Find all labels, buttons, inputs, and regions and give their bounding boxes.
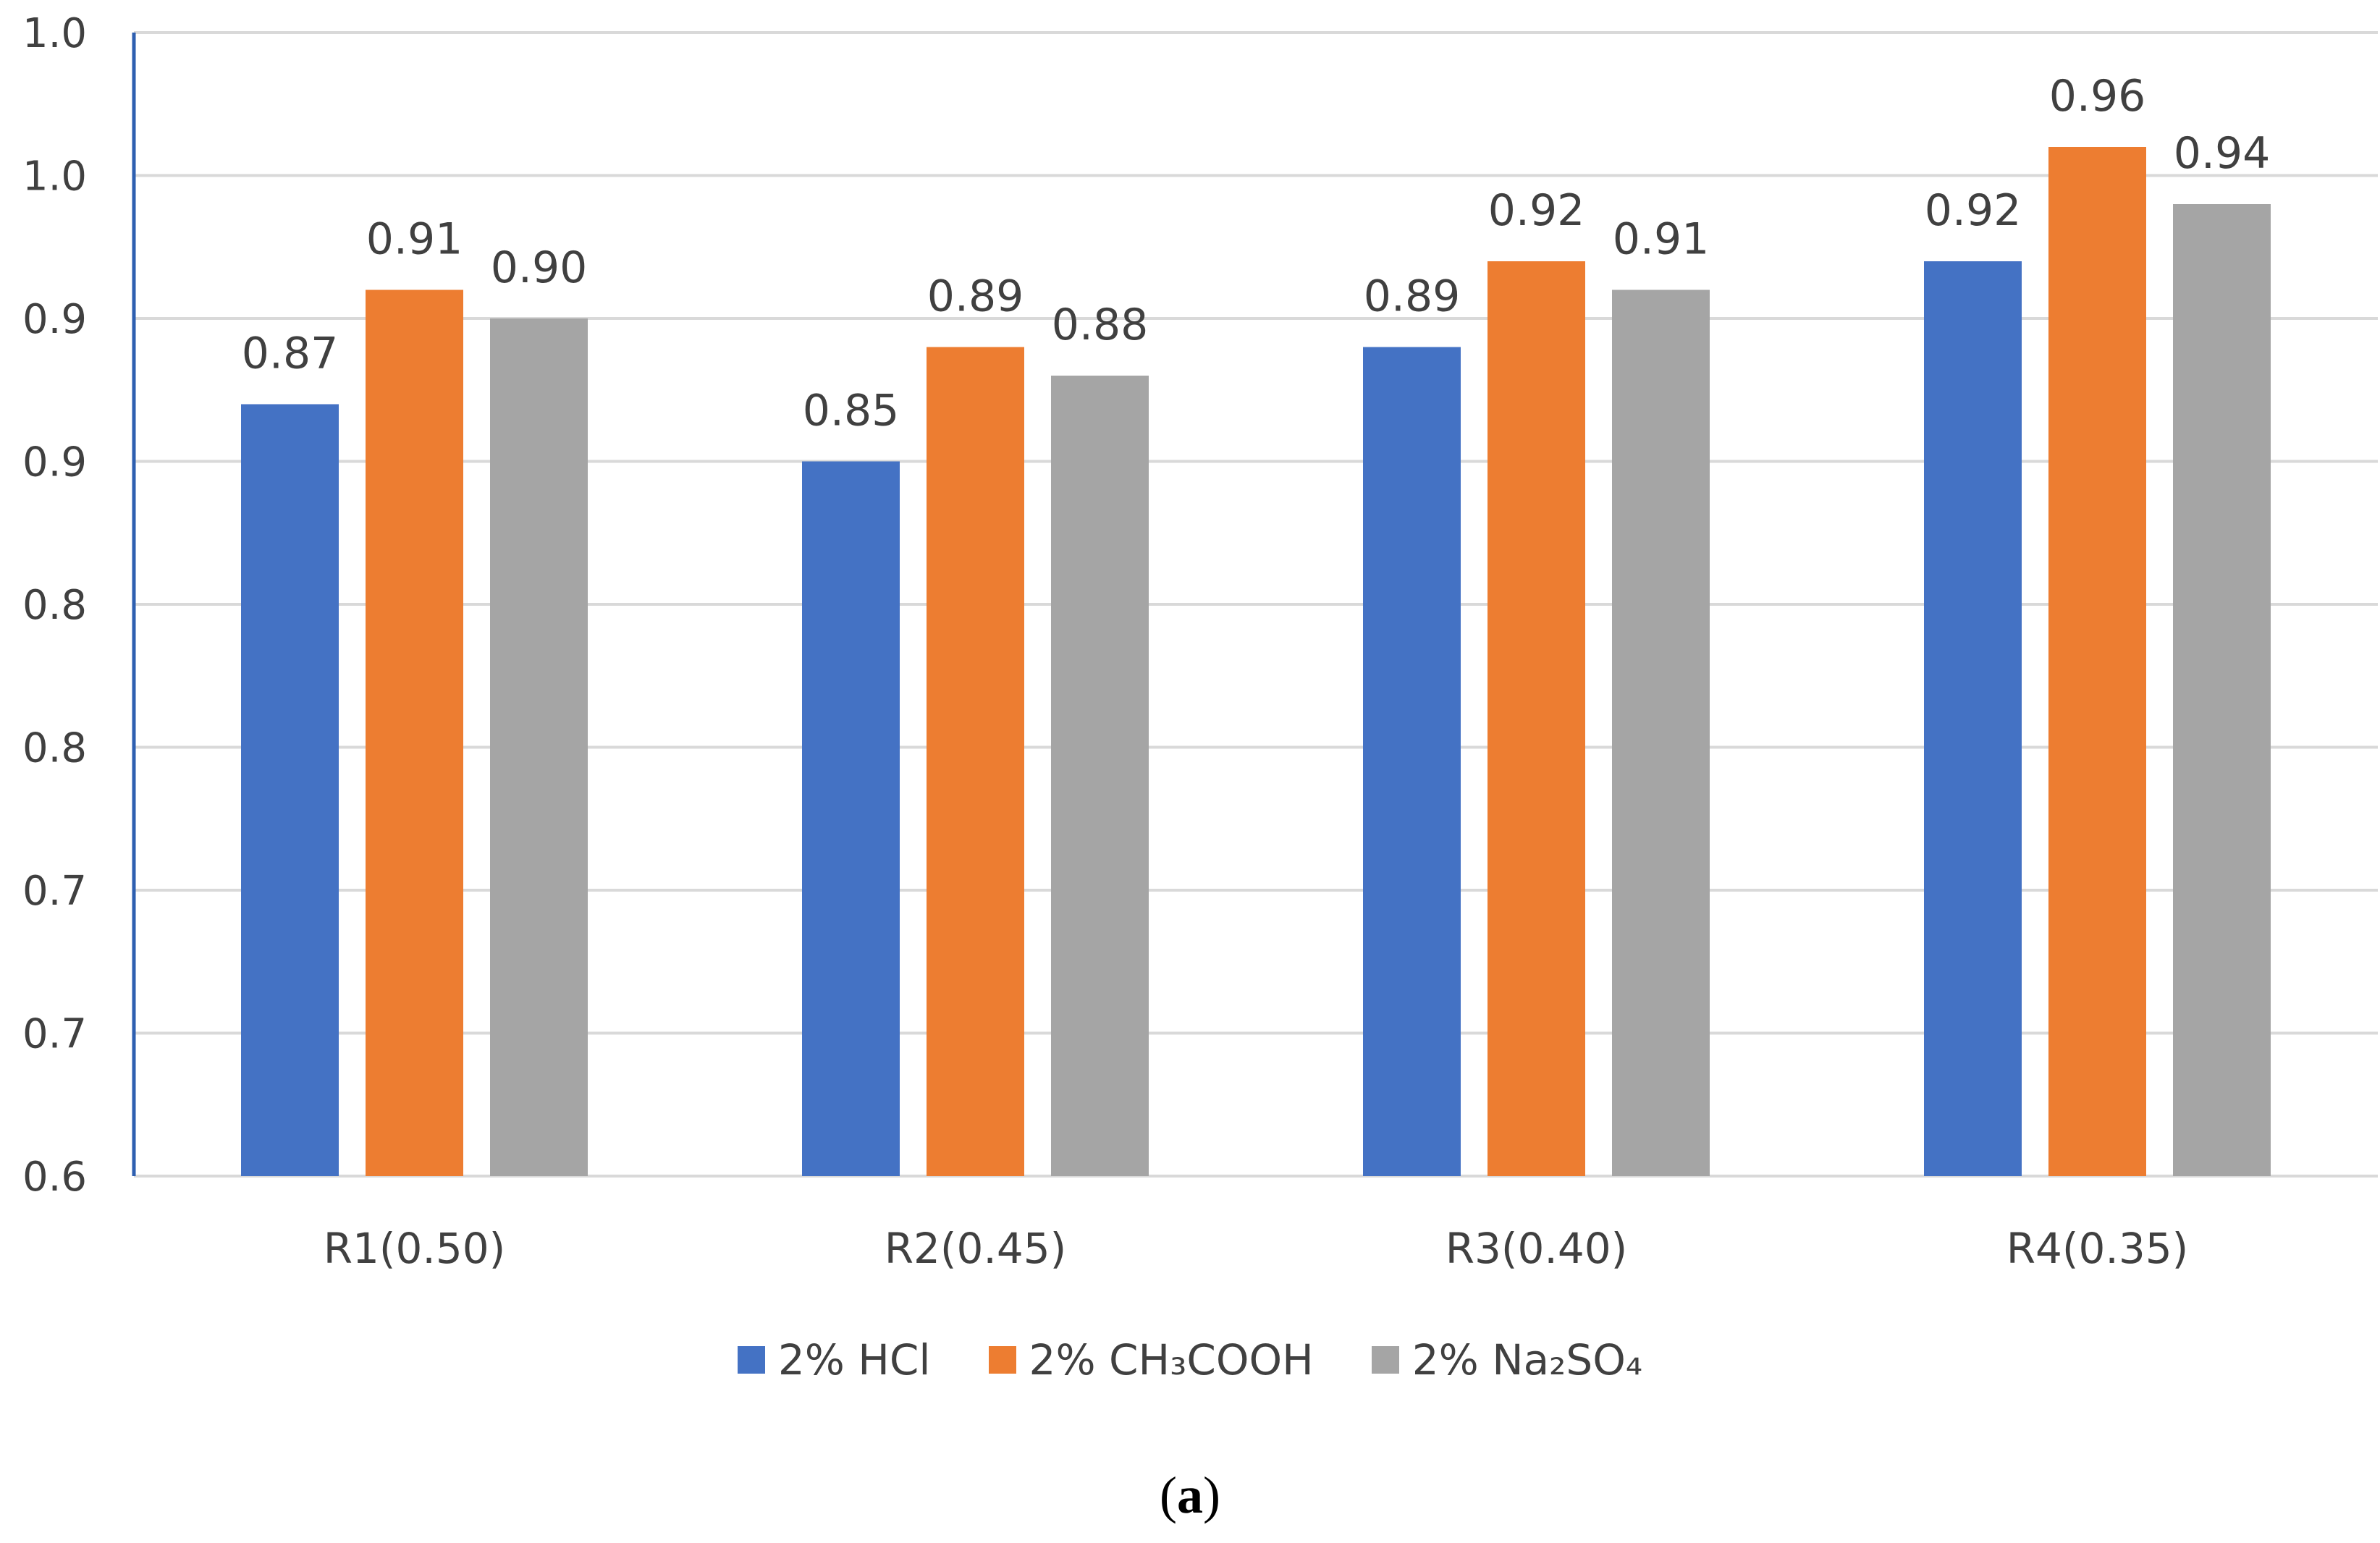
bar-chart: 0.6 0.7 0.7 0.8 0.8 0.9 0.9 1.0 1.0 0.87 0.91 0.90… <box>22 10 2378 1273</box>
bar <box>1488 261 1585 1176</box>
caption-letter: a <box>1177 1466 1203 1524</box>
legend-label: 2% HCl <box>777 1335 931 1385</box>
data-label: 0.88 <box>1052 300 1149 350</box>
bar <box>1924 261 2022 1176</box>
data-label: 0.87 <box>242 329 339 379</box>
x-category-label: R2(0.45) <box>885 1224 1067 1273</box>
bar <box>1612 289 1710 1176</box>
data-label: 0.96 <box>2049 71 2146 122</box>
bar <box>1051 376 1149 1176</box>
bar <box>2173 204 2271 1176</box>
x-category-label: R3(0.40) <box>1446 1224 1628 1273</box>
y-tick-label: 0.8 <box>22 582 87 629</box>
x-category-label: R1(0.50) <box>324 1224 506 1273</box>
legend-item: 2% CH₃COOH <box>988 1335 1314 1385</box>
bar <box>927 347 1024 1176</box>
data-labels: 0.87 0.91 0.90 0.85 0.89 0.88 0.89 0.92 0.91 0.92… <box>242 71 2271 436</box>
legend-label: 2% Na₂SO₄ <box>1411 1335 1643 1385</box>
legend-label: 2% CH₃COOH <box>1029 1335 1314 1385</box>
x-category-label: R4(0.35) <box>2006 1224 2189 1273</box>
y-tick-label: 1.0 <box>22 10 87 57</box>
bar <box>366 289 463 1176</box>
data-label: 0.91 <box>366 214 463 265</box>
category-labels: R1(0.50) R2(0.45) R3(0.40) R4(0.35) <box>324 1224 2189 1273</box>
bar <box>2048 147 2146 1176</box>
y-tick-label: 0.8 <box>22 725 87 772</box>
y-tick-label: 0.7 <box>22 868 87 915</box>
data-label: 0.94 <box>2174 128 2271 179</box>
y-tick-label: 0.9 <box>22 296 87 343</box>
bar <box>802 461 900 1176</box>
figure-caption: (a) <box>0 1466 2380 1526</box>
legend-item: 2% HCl <box>737 1335 931 1385</box>
legend-swatch <box>988 1346 1016 1374</box>
y-axis-ticks: 0.6 0.7 0.7 0.8 0.8 0.9 0.9 1.0 1.0 <box>22 10 87 1201</box>
data-label: 0.92 <box>1488 185 1585 236</box>
data-label: 0.89 <box>1364 271 1461 322</box>
y-tick-label: 0.6 <box>22 1154 87 1201</box>
data-label: 0.90 <box>491 242 588 293</box>
legend: 2% HCl 2% CH₃COOH 2% Na₂SO₄ <box>0 1335 2380 1385</box>
data-label: 0.89 <box>927 271 1024 322</box>
caption-close: ) <box>1203 1466 1220 1524</box>
bar <box>241 404 339 1176</box>
bars <box>241 147 2271 1176</box>
legend-swatch <box>737 1346 765 1374</box>
y-tick-label: 1.0 <box>22 153 87 200</box>
legend-swatch <box>1371 1346 1399 1374</box>
bar <box>490 318 588 1176</box>
y-tick-label: 0.7 <box>22 1011 87 1058</box>
y-tick-label: 0.9 <box>22 439 87 486</box>
bar <box>1363 347 1461 1176</box>
data-label: 0.85 <box>803 386 900 436</box>
caption-open: ( <box>1160 1466 1177 1524</box>
data-label: 0.92 <box>1925 185 2022 236</box>
data-label: 0.91 <box>1613 214 1710 265</box>
legend-item: 2% Na₂SO₄ <box>1371 1335 1643 1385</box>
gridlines <box>134 31 2378 1178</box>
